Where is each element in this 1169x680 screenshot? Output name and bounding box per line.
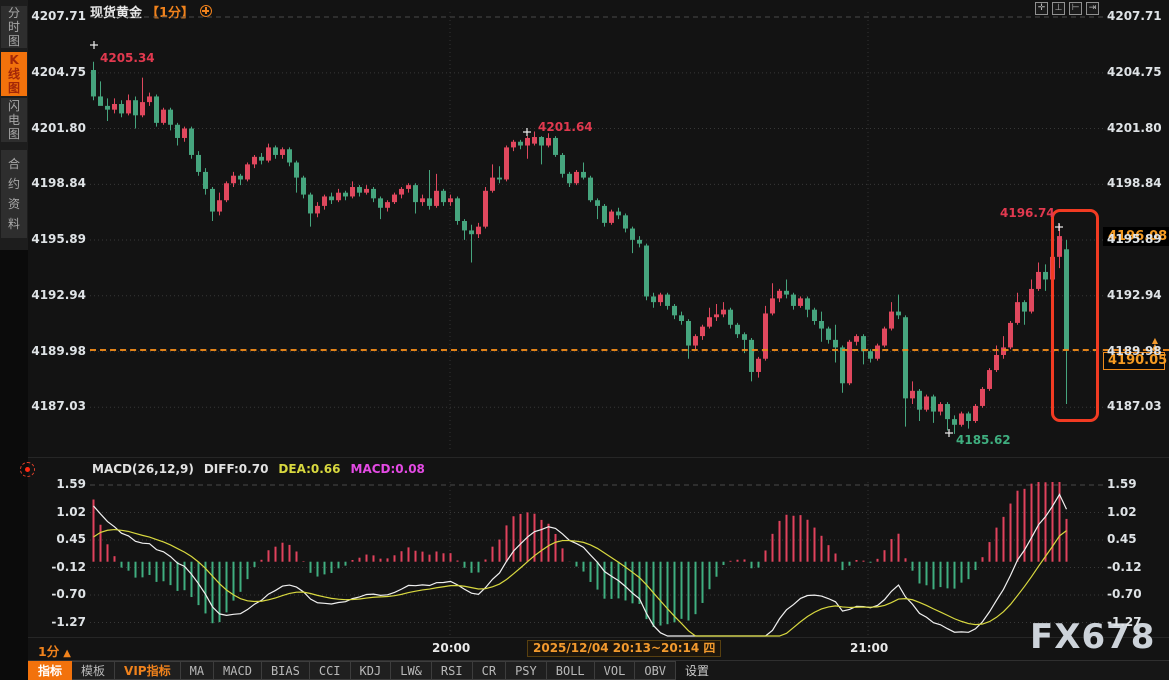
toolbar-item-RSI[interactable]: RSI bbox=[431, 661, 473, 680]
price-chart[interactable] bbox=[90, 0, 1105, 458]
macd-axis-tick: -0.70 bbox=[1107, 587, 1142, 601]
macd-axis-tick: 1.59 bbox=[1107, 477, 1137, 491]
price-axis-tick: 4207.71 bbox=[31, 9, 86, 23]
toolbar-item-LW&[interactable]: LW& bbox=[391, 661, 432, 680]
sidebar-tab-1[interactable]: 分时图 bbox=[1, 6, 27, 48]
toolbar-item-VOL[interactable]: VOL bbox=[594, 661, 636, 680]
macd-axis-tick: 0.45 bbox=[56, 532, 86, 546]
macd-axis-tick: 1.02 bbox=[56, 504, 86, 519]
sidebar-tab-4[interactable]: 合约资料 bbox=[1, 150, 27, 238]
sidebar-tab-char: 约 bbox=[7, 177, 20, 191]
period-selector[interactable]: 1分 ▲ bbox=[38, 641, 71, 660]
chevron-up-icon: ▲ bbox=[63, 648, 71, 659]
sidebar-tab-char: 料 bbox=[7, 217, 20, 231]
time-axis-label: 21:00 bbox=[850, 641, 889, 655]
crosshair-price-label: 4196.08 bbox=[1103, 227, 1169, 247]
price-axis-tick: 4187.03 bbox=[1107, 399, 1162, 414]
price-axis-tick: 4198.84 bbox=[1107, 176, 1162, 191]
sidebar-tab-char: 分 bbox=[7, 6, 20, 20]
price-axis-tick: 4189.98 bbox=[31, 343, 86, 358]
macd-axis-tick: 1.02 bbox=[1107, 504, 1137, 519]
sidebar-tab-char: 图 bbox=[7, 34, 20, 48]
macd-diff-value: DIFF:0.70 bbox=[203, 462, 269, 476]
toolbar-item-设置[interactable]: 设置 bbox=[685, 664, 710, 678]
indicator-target-icon[interactable] bbox=[20, 462, 35, 477]
crosshair-time-tooltip: 2025/12/04 20:13~20:14 四 bbox=[527, 640, 722, 657]
toolbar-item-KDJ[interactable]: KDJ bbox=[350, 661, 392, 680]
circle-plus-icon[interactable] bbox=[200, 5, 213, 17]
highlight-box bbox=[1051, 209, 1099, 422]
price-axis-tick: 4201.80 bbox=[31, 120, 86, 135]
macd-header: MACD(26,12,9) DIFF:0.70 DEA:0.66 MACD:0.… bbox=[92, 462, 425, 476]
price-axis-tick: 4192.94 bbox=[1107, 287, 1162, 302]
indicator-toolbar: 指标 模板 VIP指标 MA MACD BIAS CCI KDJ LW& RSI CR PSY BOLL… bbox=[28, 660, 1169, 680]
sidebar-tab-char: 合 bbox=[7, 157, 20, 171]
price-axis-tick: 4198.84 bbox=[31, 176, 86, 191]
toolbar-item-CCI[interactable]: CCI bbox=[309, 661, 351, 680]
toolbar-item-PSY[interactable]: PSY bbox=[506, 661, 547, 680]
toolbar-item-BOLL[interactable]: BOLL bbox=[546, 661, 595, 680]
price-axis-tick: 4201.80 bbox=[1107, 120, 1162, 135]
sidebar-tab-3[interactable]: 闪电图 bbox=[1, 98, 27, 142]
toolbar-item-MA[interactable]: MA bbox=[180, 661, 215, 680]
period-selector-label: 1分 bbox=[38, 644, 60, 659]
price-annotation: 4205.34 bbox=[100, 51, 155, 65]
chart-corner-icons: ✛ ⊥ ⊢ ⇥ bbox=[1035, 2, 1099, 15]
macd-axis-tick: -1.27 bbox=[51, 614, 86, 629]
fit-x-axis-icon[interactable]: ⊢ bbox=[1069, 2, 1082, 15]
price-annotation: 4196.74 bbox=[1000, 206, 1055, 220]
sidebar-tab-char: K bbox=[9, 53, 19, 67]
price-annotation: 4201.64 bbox=[538, 120, 593, 134]
macd-axis-tick: 1.59 bbox=[56, 477, 86, 491]
macd-axis-tick: -0.70 bbox=[51, 587, 86, 601]
macd-axis-tick: 0.45 bbox=[1107, 532, 1137, 546]
last-price-line bbox=[90, 349, 1169, 352]
macd-chart[interactable] bbox=[90, 480, 1105, 638]
macd-axis-tick: -0.12 bbox=[1107, 559, 1142, 574]
toolbar-item-BIAS[interactable]: BIAS bbox=[261, 661, 310, 680]
toolbar-item-OBV[interactable]: OBV bbox=[635, 661, 677, 680]
price-annotation: 4185.62 bbox=[956, 433, 1011, 447]
sidebar-tab-char: 图 bbox=[7, 127, 20, 141]
brand-watermark: FX678 bbox=[1030, 617, 1156, 657]
price-axis-tick: 4192.94 bbox=[31, 287, 86, 302]
scroll-to-latest-icon[interactable]: ▲ ▲ bbox=[1151, 336, 1159, 352]
sidebar-tab-char: 时 bbox=[7, 20, 20, 34]
fit-y-axis-icon[interactable]: ⊥ bbox=[1052, 2, 1065, 15]
sidebar-tab-char: 资 bbox=[7, 197, 20, 211]
price-axis-tick: 4189.98 bbox=[1107, 343, 1162, 358]
toolbar-item-CR[interactable]: CR bbox=[472, 661, 507, 680]
sidebar-tab-char: 线 bbox=[7, 67, 20, 81]
sidebar-tab-char: 闪 bbox=[7, 99, 20, 113]
price-axis-tick: 4204.75 bbox=[1107, 64, 1162, 79]
time-axis-label: 20:00 bbox=[432, 641, 471, 655]
toolbar-item-模板[interactable]: 模板 bbox=[72, 661, 116, 680]
macd-axis-tick: -0.12 bbox=[51, 559, 86, 574]
price-axis-tick: 4187.03 bbox=[31, 399, 86, 414]
macd-axis-tick: -1.27 bbox=[1107, 614, 1142, 629]
scroll-right-icon[interactable]: ⇥ bbox=[1086, 2, 1099, 15]
price-axis-tick: 4195.89 bbox=[1107, 232, 1162, 247]
macd-hist-value: MACD:0.08 bbox=[350, 462, 425, 476]
toolbar-item-MACD[interactable]: MACD bbox=[214, 661, 262, 680]
price-axis-tick: 4195.89 bbox=[31, 232, 86, 247]
toolbar-item-指标[interactable]: 指标 bbox=[28, 661, 73, 680]
crosshair-move-icon[interactable]: ✛ bbox=[1035, 2, 1048, 15]
sidebar-tab-char: 电 bbox=[7, 113, 20, 127]
toolbar-item-VIP指标[interactable]: VIP指标 bbox=[115, 661, 181, 680]
panel-divider bbox=[28, 637, 1169, 638]
price-axis-tick: 4207.71 bbox=[1107, 9, 1162, 23]
macd-params-label: MACD(26,12,9) bbox=[92, 462, 194, 476]
price-axis-tick: 4204.75 bbox=[31, 64, 86, 79]
sidebar-tab-char: 图 bbox=[7, 81, 20, 95]
panel-divider bbox=[28, 457, 1169, 458]
macd-dea-value: DEA:0.66 bbox=[278, 462, 341, 476]
last-price-label: 4190.05 bbox=[1103, 352, 1167, 371]
